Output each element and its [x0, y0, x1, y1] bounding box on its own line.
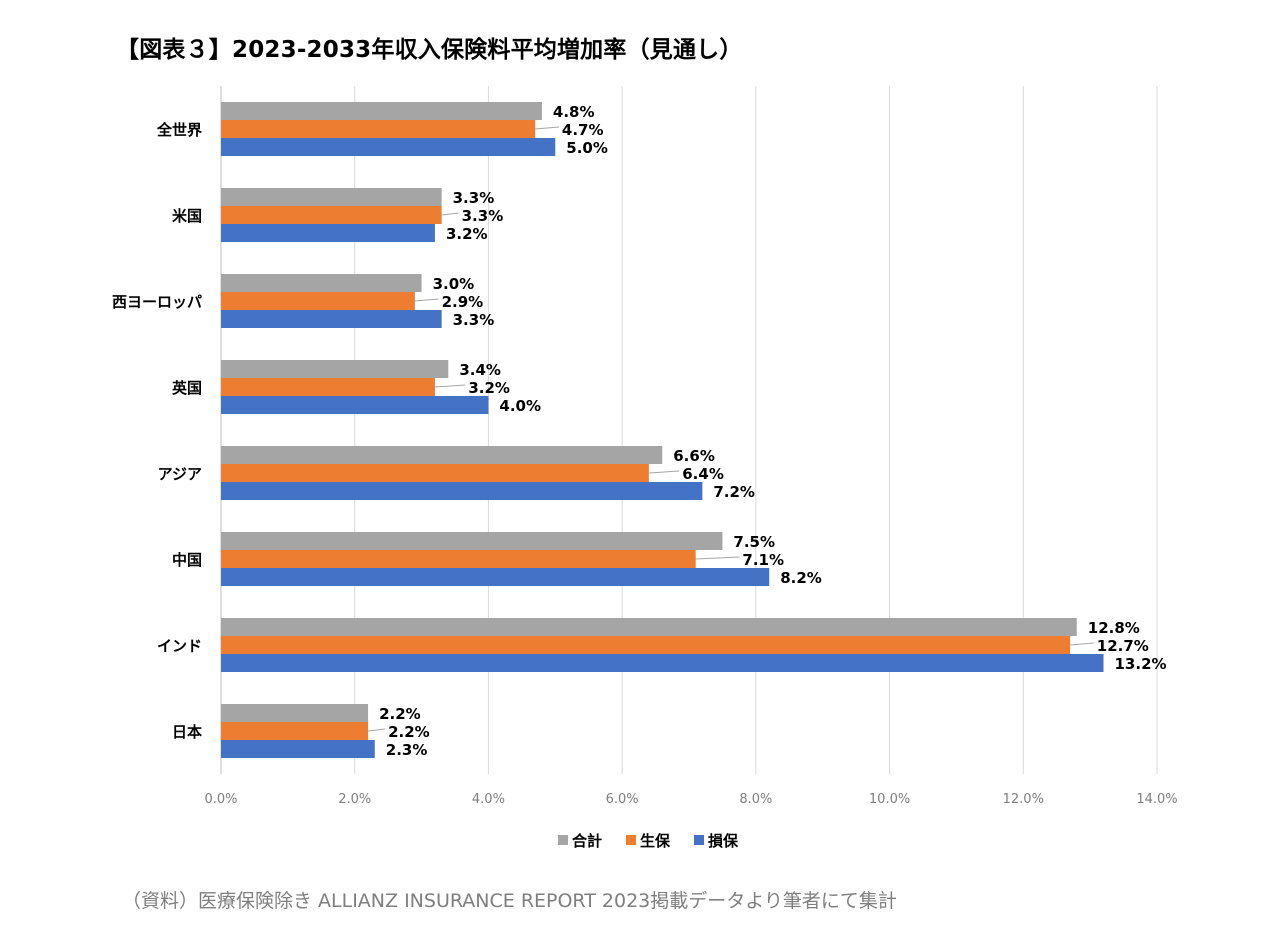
legend-swatch	[626, 835, 636, 845]
data-label: 3.3%	[462, 207, 504, 225]
leader-line	[368, 728, 386, 732]
bars	[221, 102, 1104, 758]
bar	[221, 636, 1071, 654]
legend-swatch	[694, 835, 704, 845]
category-label: 英国	[172, 379, 202, 397]
category-label: アジア	[158, 465, 202, 483]
category-label: 中国	[172, 551, 202, 569]
data-label: 7.5%	[733, 533, 775, 551]
legend-swatch	[558, 835, 568, 845]
x-tick-label: 2.0%	[338, 792, 371, 807]
bar	[221, 360, 449, 378]
bar	[221, 740, 375, 758]
legend-label: 損保	[708, 832, 739, 850]
data-label: 6.6%	[673, 447, 715, 465]
data-label: 4.0%	[499, 397, 541, 415]
bar	[221, 292, 415, 310]
data-label: 3.2%	[446, 225, 488, 243]
bar	[221, 550, 696, 568]
bar	[221, 188, 442, 206]
leader-line	[441, 212, 459, 216]
category-label: 米国	[172, 207, 202, 225]
label-leader-lines	[368, 126, 1094, 732]
data-label: 3.3%	[453, 189, 495, 207]
data-label: 7.1%	[742, 551, 784, 569]
bar	[221, 102, 542, 120]
category-label: 日本	[172, 723, 202, 741]
category-label: 全世界	[156, 121, 202, 139]
data-label: 5.0%	[566, 139, 608, 157]
bar	[221, 224, 435, 242]
x-tick-label: 12.0%	[1003, 792, 1044, 807]
data-label: 3.0%	[433, 275, 475, 293]
data-label: 6.4%	[682, 465, 724, 483]
x-tick-label: 10.0%	[869, 792, 910, 807]
data-labels: 4.8%4.7%5.0%3.3%3.3%3.2%3.0%2.9%3.3%3.4%…	[379, 103, 1166, 759]
data-label: 12.8%	[1088, 619, 1140, 637]
data-label: 13.2%	[1115, 655, 1167, 673]
bar	[221, 482, 703, 500]
bar	[221, 464, 649, 482]
page-title: 【図表３】2023-2033年収入保険料平均増加率（見通し）	[116, 37, 743, 63]
bar	[221, 206, 442, 224]
data-label: 3.2%	[468, 379, 510, 397]
data-label: 3.4%	[459, 361, 501, 379]
bar	[221, 722, 369, 740]
category-label: 西ヨーロッパ	[112, 293, 202, 311]
data-label: 3.3%	[453, 311, 495, 329]
x-tick-label: 14.0%	[1136, 792, 1177, 807]
category-label: インド	[157, 637, 202, 655]
data-label: 8.2%	[780, 569, 822, 587]
leader-line	[648, 470, 680, 474]
x-axis-ticks: 0.0% 2.0% 4.0% 6.0% 8.0% 10.0% 12.0% 14.0%	[204, 792, 1177, 807]
x-tick-label: 6.0%	[606, 792, 639, 807]
legend: 合計 生保 損保	[558, 832, 739, 850]
data-label: 2.2%	[388, 723, 430, 741]
bar	[221, 396, 489, 414]
leader-line	[535, 126, 559, 130]
bar	[221, 446, 663, 464]
bar	[221, 654, 1104, 672]
data-label: 12.7%	[1097, 637, 1149, 655]
data-label: 2.2%	[379, 705, 421, 723]
data-label: 2.3%	[386, 741, 428, 759]
x-tick-label: 4.0%	[472, 792, 505, 807]
bar	[221, 138, 556, 156]
data-label: 7.2%	[713, 483, 755, 501]
data-label: 4.7%	[562, 121, 604, 139]
x-tick-label: 8.0%	[739, 792, 772, 807]
legend-label: 合計	[571, 832, 602, 850]
leader-line	[695, 556, 740, 560]
source-note: （資料）医療保険除き ALLIANZ INSURANCE REPORT 2023…	[122, 890, 897, 912]
data-label: 4.8%	[553, 103, 595, 121]
bar	[221, 120, 536, 138]
leader-line	[434, 384, 466, 388]
bar	[221, 378, 435, 396]
bar	[221, 274, 422, 292]
leader-line	[1070, 642, 1094, 646]
leader-line	[414, 298, 439, 302]
bar	[221, 704, 369, 722]
bar	[221, 532, 723, 550]
bar	[221, 568, 770, 586]
bar	[221, 310, 442, 328]
bar	[221, 618, 1077, 636]
data-label: 2.9%	[442, 293, 484, 311]
legend-label: 生保	[640, 832, 671, 850]
x-tick-label: 0.0%	[204, 792, 237, 807]
